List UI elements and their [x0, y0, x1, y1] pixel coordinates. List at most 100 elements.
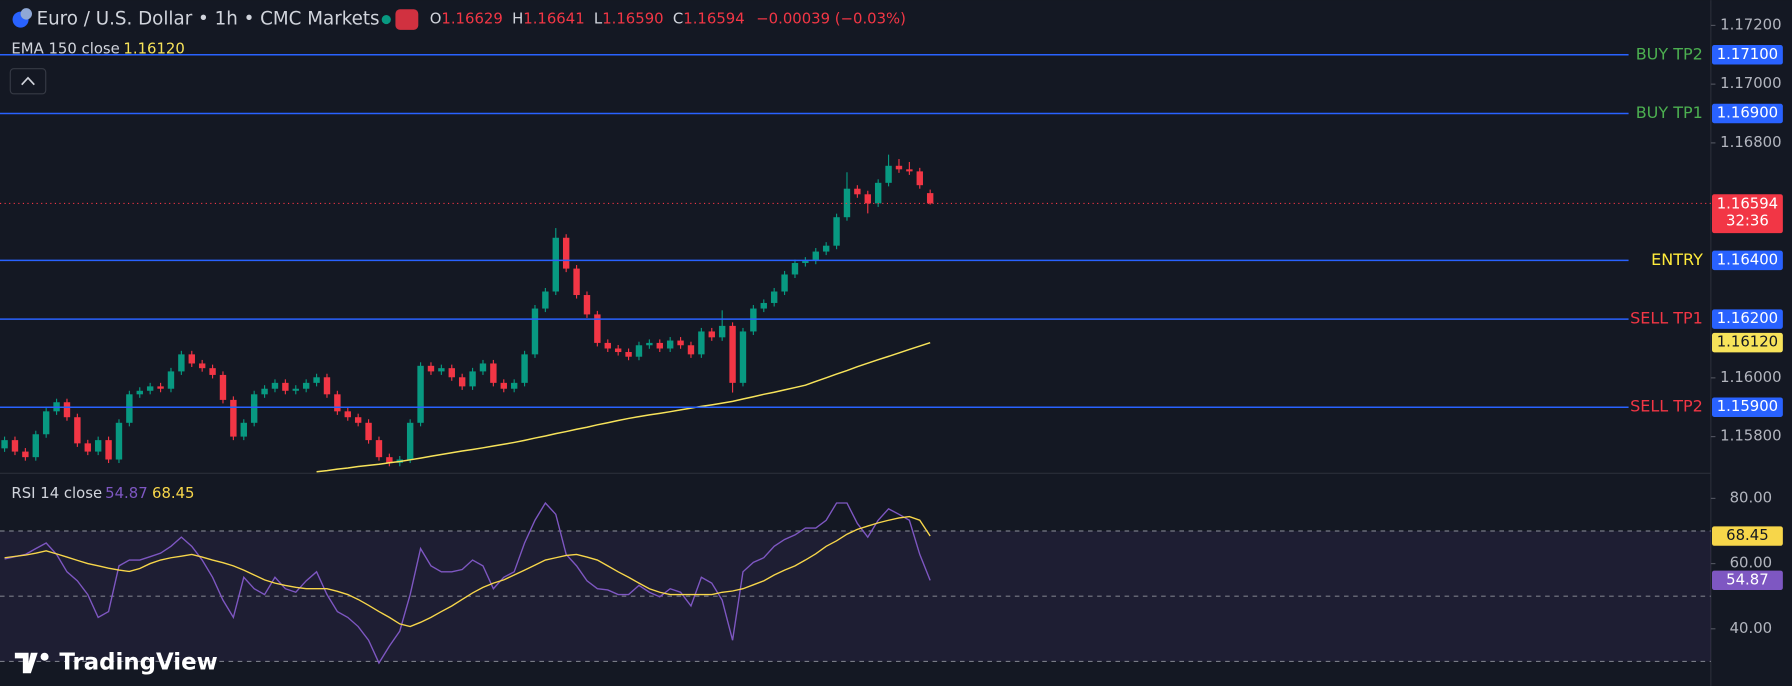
candle-body — [698, 331, 705, 355]
candle-body — [656, 342, 663, 349]
candle-body — [750, 308, 757, 332]
level-price-box — [1712, 397, 1783, 417]
candle-body — [313, 377, 320, 383]
candle-body — [843, 188, 851, 218]
candle-body — [458, 377, 466, 387]
candle-body — [178, 354, 185, 372]
level-price-box — [1712, 103, 1783, 124]
candle-body — [635, 345, 643, 357]
level-price-box — [1712, 45, 1783, 65]
candle-body — [895, 165, 903, 170]
symbol-icon — [20, 8, 32, 20]
candle-body — [63, 402, 71, 418]
level-price-text: 1.17100 — [1717, 45, 1778, 63]
brand-name: TradingView — [59, 650, 217, 676]
candle-body — [240, 422, 247, 437]
level-name: BUY TP1 — [1636, 103, 1703, 122]
level-price-text: 1.16400 — [1717, 250, 1778, 268]
candle-body — [354, 417, 362, 423]
candle-body — [167, 371, 175, 389]
rsi-value-text: 54.87 — [1726, 570, 1769, 588]
level-name: SELL TP2 — [1630, 397, 1703, 416]
level-name: ENTRY — [1651, 250, 1703, 269]
y-tick-label: 40.00 — [1730, 619, 1773, 637]
candle-body — [188, 354, 195, 364]
ohlc-value: 1.16594 — [683, 10, 744, 28]
candle-body — [292, 388, 299, 391]
y-tick-label: 1.15800 — [1720, 427, 1781, 445]
candle-body — [760, 302, 767, 309]
candle-body — [198, 363, 206, 369]
candle-body — [406, 422, 414, 460]
candle-body — [157, 386, 164, 389]
level-price-text: 1.15900 — [1717, 397, 1778, 415]
level-name: BUY TP2 — [1636, 44, 1703, 63]
last-price-box — [1712, 194, 1783, 234]
level-price-box — [1712, 250, 1783, 271]
candle-body — [146, 386, 154, 391]
chevron-icon — [21, 76, 35, 86]
candle-body — [614, 348, 622, 353]
candle-body — [552, 237, 559, 292]
candle-body — [781, 274, 788, 292]
ohlc-value: 1.16590 — [602, 10, 663, 28]
candle-body — [625, 352, 632, 357]
last-price-text: 1.16594 — [1717, 195, 1778, 213]
candle-body — [365, 422, 372, 441]
plot: 1.17200 1.17000 1.16800 1.16000 1.15800 BUY T… — [0, 15, 1783, 665]
candle-body — [604, 342, 611, 349]
candle-body — [802, 260, 809, 264]
rsi-value-text: 68.45 — [1726, 526, 1769, 544]
y-tick-label: 60.00 — [1730, 554, 1773, 572]
candle-body — [32, 434, 39, 458]
ohlc-value: 1.16629 — [441, 10, 502, 28]
candle-body — [74, 417, 81, 444]
candle-body — [490, 363, 497, 383]
status-dot — [381, 15, 391, 25]
rsi-value-box — [1712, 526, 1783, 546]
rsi-ma-legend-value: 68.45 — [152, 484, 195, 502]
candle-body — [115, 422, 123, 460]
y-tick-label: 1.17000 — [1720, 74, 1781, 92]
candle-body — [729, 325, 736, 383]
candle-body — [510, 382, 518, 389]
candle-body — [230, 399, 237, 437]
candle-body — [344, 411, 351, 418]
ohlc-value: 1.16641 — [523, 10, 584, 28]
candle-body — [708, 331, 715, 338]
candle-body — [1, 440, 8, 449]
candle-body — [583, 295, 591, 315]
ohlc-key: L — [594, 10, 603, 28]
candle-body — [11, 440, 19, 452]
rsi-legend: RSI 14 close — [11, 484, 102, 502]
collapse-button[interactable] — [9, 68, 47, 95]
ema-legend-value: 1.16120 — [123, 39, 184, 57]
candle-body — [833, 217, 840, 246]
ema-legend: EMA 150 close — [11, 39, 119, 57]
candle-body — [885, 165, 892, 183]
candle-body — [94, 440, 102, 452]
candle-body — [22, 451, 29, 458]
candle-body — [42, 411, 50, 435]
ohlc-key: C — [673, 10, 683, 28]
candle-body — [864, 194, 871, 204]
candle-body — [500, 382, 507, 389]
candle-body — [531, 308, 539, 355]
candle-body — [854, 188, 861, 195]
candle-body — [261, 388, 268, 395]
candle-body — [687, 345, 695, 355]
ema-line — [316, 341, 931, 473]
candle-body — [84, 443, 91, 452]
ohlc-key: O — [430, 10, 442, 28]
candle-body — [479, 363, 487, 372]
level-price-box — [1712, 309, 1783, 329]
level-price-text: 1.16900 — [1717, 104, 1778, 122]
candle-body — [791, 263, 799, 275]
candle-body — [594, 314, 601, 343]
candle-body — [812, 251, 819, 261]
candle-body — [386, 457, 393, 463]
alert-icon — [395, 9, 419, 30]
